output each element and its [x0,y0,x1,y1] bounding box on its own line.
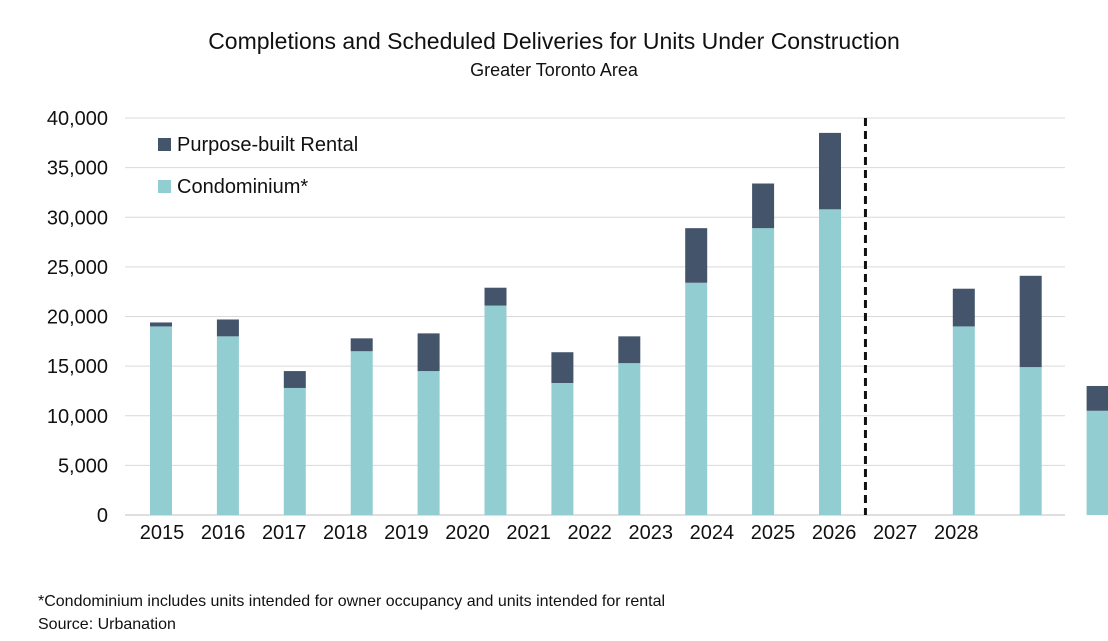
x-tick-label: 2026 [812,522,857,544]
x-tick-label: 2017 [262,522,307,544]
x-tick-label: 2025 [751,522,796,544]
bar-condominium [618,363,641,515]
bar-condominium [685,282,708,515]
y-tick-label: 5,000 [58,455,108,477]
y-tick-label: 15,000 [47,356,108,378]
x-tick-label: 2021 [506,522,551,544]
y-tick-label: 40,000 [47,108,108,130]
bar-condominium [1019,367,1042,515]
x-tick-label: 2028 [934,522,979,544]
x-tick-label: 2018 [323,522,368,544]
bar-condominium [484,305,507,515]
bar-rental [1086,385,1108,411]
bar-condominium [551,382,574,515]
footnote: *Condominium includes units intended for… [38,593,666,610]
bar-rental [551,352,574,383]
x-tick-label: 2023 [629,522,674,544]
x-tick-label: 2015 [140,522,185,544]
bar-rental [350,338,373,352]
y-tick-label: 10,000 [47,406,108,428]
bar-condominium [417,371,440,515]
bar-rental [216,319,239,337]
bar-rental [150,322,172,327]
bar-rental [752,183,775,229]
bar-rental [618,336,641,364]
bar-condominium [150,326,172,515]
bar-rental [685,228,708,283]
chart-title: Completions and Scheduled Deliveries for… [208,28,900,54]
x-tick-label: 2020 [445,522,490,544]
legend-label-condominium: Condominium* [177,176,308,198]
bar-condominium [819,209,841,515]
bar-rental [417,333,440,372]
y-tick-label: 0 [97,505,108,527]
y-tick-label: 25,000 [47,257,108,279]
legend-swatch-condominium [158,180,171,193]
legend-swatch-rental [158,138,171,151]
bar-condominium [752,228,775,516]
bar-condominium [350,351,373,515]
x-tick-label: 2019 [384,522,429,544]
bar-condominium [216,336,239,515]
bar-condominium [1086,410,1108,515]
bar-rental [819,132,841,210]
bar-rental [484,287,507,306]
y-tick-label: 35,000 [47,158,108,180]
x-tick-label: 2016 [201,522,246,544]
bar-rental [952,288,975,327]
chart-subtitle: Greater Toronto Area [470,60,638,80]
bar-rental [1019,275,1042,368]
legend-label-rental: Purpose-built Rental [177,134,358,156]
bar-rental [283,371,306,388]
y-tick-label: 30,000 [47,207,108,229]
x-tick-label: 2024 [690,522,735,544]
bar-condominium [283,387,306,515]
x-tick-label: 2027 [873,522,918,544]
source-note: Source: Urbanation [38,616,176,633]
y-tick-label: 20,000 [47,307,108,329]
bar-condominium [952,326,975,515]
x-tick-label: 2022 [567,522,612,544]
